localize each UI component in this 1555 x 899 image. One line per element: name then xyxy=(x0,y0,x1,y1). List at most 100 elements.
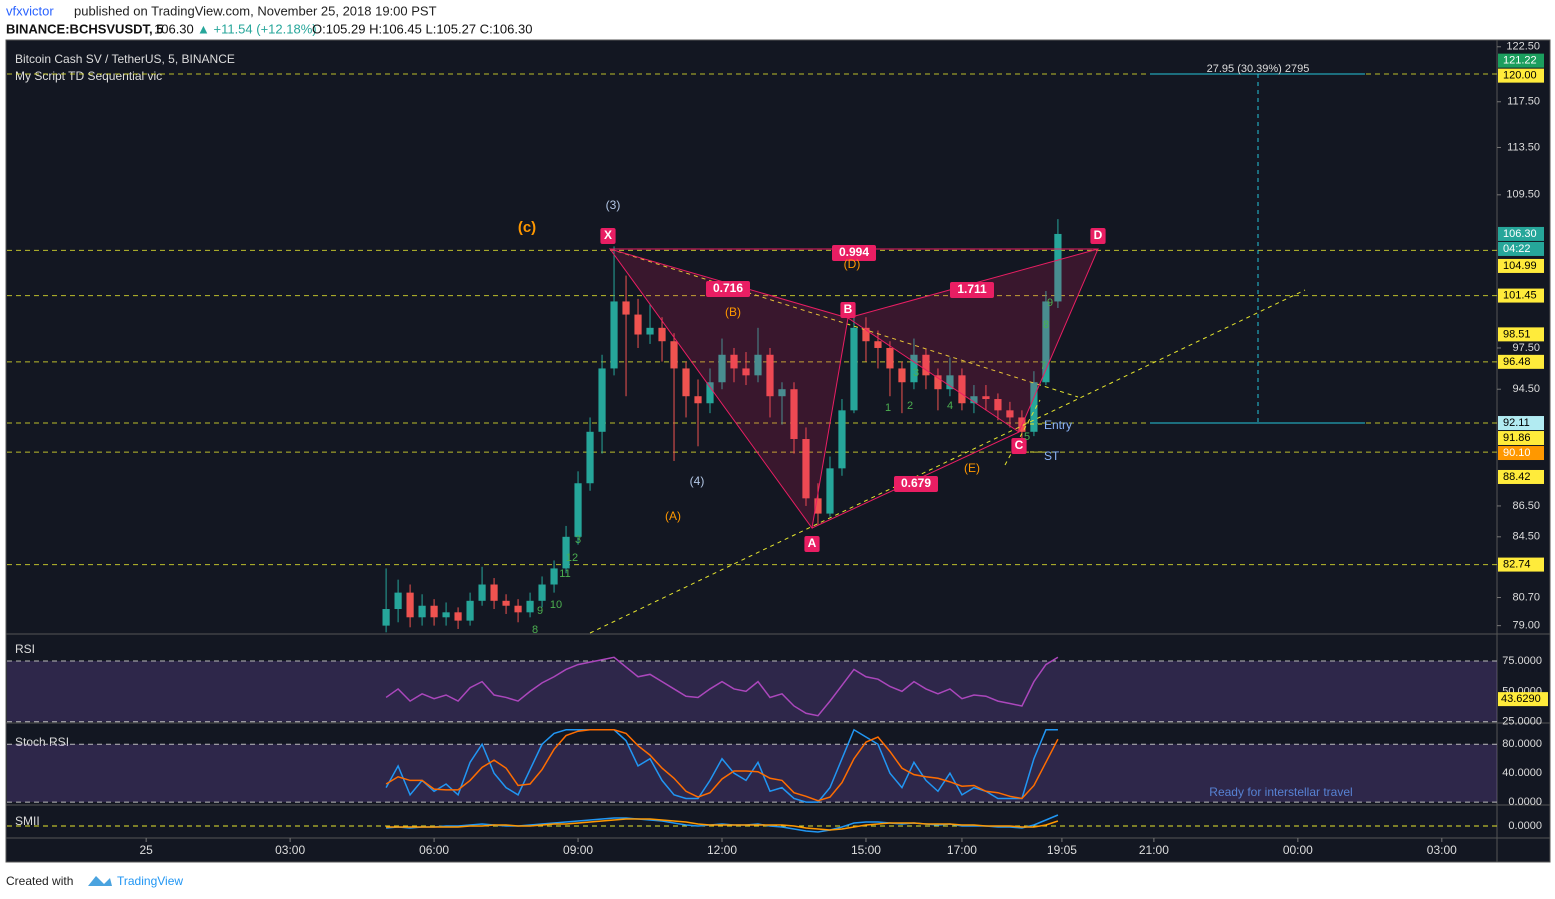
pane-tick-label: 0.0000 xyxy=(1508,820,1542,832)
indicator-line xyxy=(386,818,1059,831)
pane-tick-label: 25.0000 xyxy=(1502,716,1542,728)
pattern-ratio: 0.679 xyxy=(901,476,931,490)
pattern-ratio-box xyxy=(894,476,938,492)
brand[interactable]: TradingView xyxy=(117,874,183,888)
created: Created with xyxy=(6,874,73,888)
script-name: My Script TD Sequential vic xyxy=(15,69,162,83)
candle-body xyxy=(1030,382,1038,432)
x-tick-label: 17:00 xyxy=(947,843,977,857)
price-badge-label: 98.51 xyxy=(1503,328,1531,340)
pattern-ratio: 0.716 xyxy=(713,281,743,295)
pattern-ratio-box xyxy=(950,282,994,298)
countdown-box xyxy=(1498,241,1544,256)
wave-label: (A) xyxy=(665,509,681,523)
indicator-line xyxy=(385,729,1059,802)
pattern-point-box xyxy=(1011,438,1027,454)
change: ▲ +11.54 (+12.18%) xyxy=(197,21,317,36)
td-count: 12 xyxy=(566,552,578,564)
price-badge-label: 82.74 xyxy=(1503,558,1531,570)
candle-body xyxy=(610,301,618,369)
chart-bg xyxy=(5,39,1551,863)
price-badge xyxy=(1498,431,1544,446)
td-count: 10 xyxy=(550,599,562,611)
candle-body xyxy=(1006,410,1014,418)
price-badge xyxy=(1498,557,1544,572)
entry-note: Entry xyxy=(1044,418,1072,432)
y-tick-label: 97.50 xyxy=(1512,342,1540,354)
price-badge xyxy=(1498,354,1544,369)
price-badge xyxy=(1498,258,1544,273)
y-tick-label: 86.50 xyxy=(1512,500,1540,512)
x-tick-label: 03:00 xyxy=(1427,843,1457,857)
candle-body xyxy=(970,396,978,404)
countdown: 04:22 xyxy=(1503,243,1531,255)
wave-label: (3) xyxy=(606,198,621,212)
x-tick-label: 19:05 xyxy=(1047,843,1077,857)
pane-band xyxy=(7,744,1497,803)
y-tick-label: 84.50 xyxy=(1512,531,1540,543)
candle-body xyxy=(658,327,666,342)
x-tick-label: 25 xyxy=(139,843,153,857)
pattern-point-box xyxy=(1090,228,1106,244)
candle-body xyxy=(886,347,894,369)
candle-body xyxy=(850,327,858,411)
x-tick-label: 15:00 xyxy=(851,843,881,857)
td-count: 11 xyxy=(559,568,570,580)
candle-body xyxy=(946,375,954,390)
candle-body xyxy=(550,568,558,585)
candle-body xyxy=(982,396,990,400)
wave-label: (c) xyxy=(518,219,536,236)
price-badge xyxy=(1498,226,1544,241)
candle-body xyxy=(898,368,906,383)
candle-body xyxy=(1054,233,1062,302)
trend-line xyxy=(609,248,1079,398)
td-count: 4 xyxy=(947,400,953,412)
td-count: 2 xyxy=(907,400,913,412)
smii-title: SMII xyxy=(15,814,40,828)
candle-body xyxy=(430,605,438,618)
last-price: 106.30 xyxy=(154,21,194,36)
candle-body xyxy=(574,483,582,537)
measure-label: 27.95 (30.39%) 2795 xyxy=(1207,63,1310,75)
pane-band xyxy=(7,660,1497,722)
x-tick-label: 12:00 xyxy=(707,843,737,857)
price-badge xyxy=(1498,53,1544,68)
wave-label: (B) xyxy=(725,305,741,319)
pattern-point: C xyxy=(1015,438,1024,452)
candle-body xyxy=(874,341,882,348)
pattern-point-box xyxy=(600,228,616,244)
user[interactable]: vfxvictor xyxy=(6,3,54,18)
logo xyxy=(88,876,112,886)
y-tick-label: 109.50 xyxy=(1506,189,1540,201)
td-count: 1 xyxy=(885,402,891,414)
y-tick-label: 113.50 xyxy=(1507,141,1540,153)
y-tick-label: 117.50 xyxy=(1507,96,1540,108)
x-tick-label: 09:00 xyxy=(563,843,593,857)
stoch-title: Stoch RSI xyxy=(15,735,69,749)
pane-tick-label: 40.0000 xyxy=(1502,767,1542,779)
td-count: 9 xyxy=(1047,297,1053,309)
candle-body xyxy=(694,396,702,404)
wave-label: (D) xyxy=(844,257,861,271)
candle-body xyxy=(646,327,654,335)
ohlc: O:105.29 H:106.45 L:105.27 C:106.30 xyxy=(312,21,532,36)
pattern-point: A xyxy=(808,536,817,550)
candle-body xyxy=(478,584,486,601)
wave-label: (E) xyxy=(964,461,980,475)
pattern-point-box xyxy=(840,302,856,318)
candle-body xyxy=(802,439,810,499)
candle-body xyxy=(994,399,1002,411)
pane-tick-label: 80.0000 xyxy=(1502,738,1542,750)
candle-body xyxy=(514,605,522,613)
price-badge xyxy=(1498,288,1544,303)
price-badge xyxy=(1498,469,1544,484)
candle-body xyxy=(598,368,606,432)
candle-body xyxy=(622,301,630,315)
candle-body xyxy=(862,327,870,342)
price-badge-label: 106.30 xyxy=(1503,228,1537,240)
candle-body xyxy=(682,368,690,397)
price-badge-label: 96.48 xyxy=(1503,356,1531,368)
pattern-ratio: 0.994 xyxy=(839,245,869,259)
candle-body xyxy=(670,341,678,369)
